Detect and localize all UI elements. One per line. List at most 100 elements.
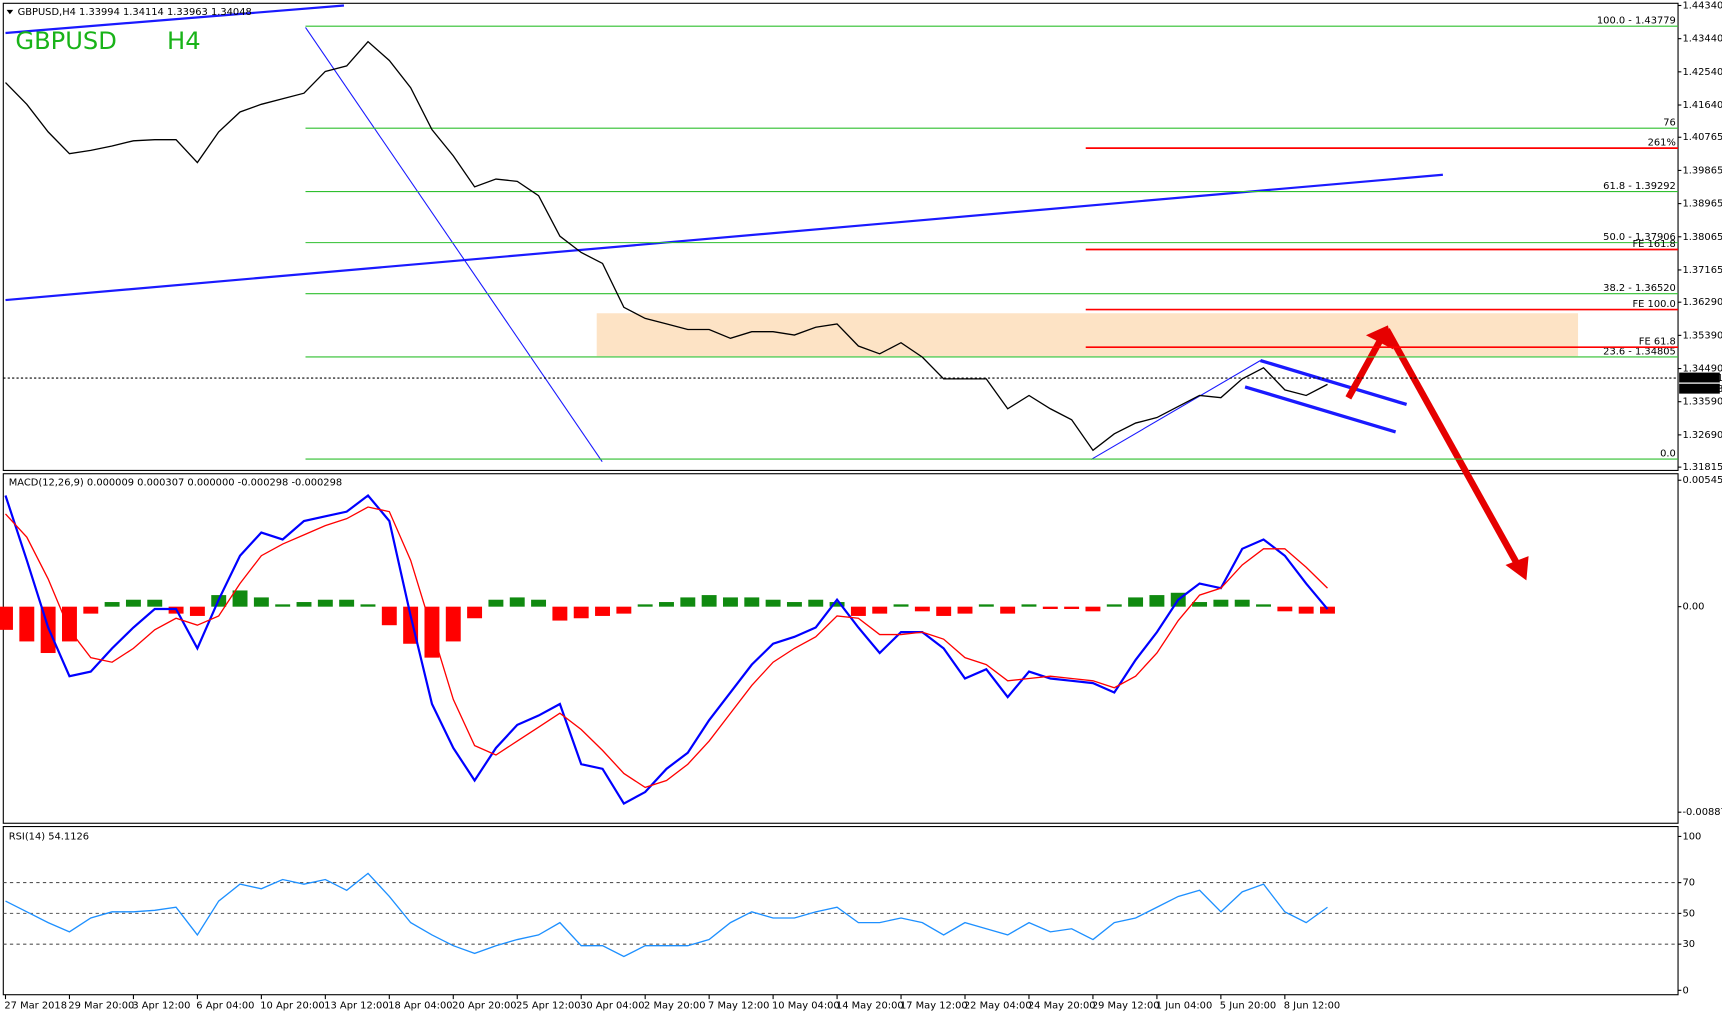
level-label: FE 100.0 xyxy=(1633,299,1676,310)
trendline xyxy=(1090,360,1261,460)
histogram-bar xyxy=(0,606,13,630)
macd-line xyxy=(4,493,1329,806)
histogram-bar xyxy=(573,606,589,619)
histogram-bar xyxy=(189,606,205,616)
y-tick-label: 0.005457 xyxy=(1682,475,1722,486)
histogram-bar xyxy=(872,606,888,614)
y-tick-label: -0.00887 xyxy=(1682,807,1722,818)
arrow-down xyxy=(1383,328,1520,565)
histogram-bar xyxy=(381,606,397,626)
histogram-bar xyxy=(786,602,802,607)
trendline xyxy=(5,173,1443,302)
fib-anchor-line xyxy=(305,27,603,462)
histogram-bar xyxy=(1128,597,1144,607)
watermark-symbol: GBPUSD xyxy=(15,27,116,55)
y-tick-label: 1.37165 xyxy=(1682,265,1722,276)
rsi-frame xyxy=(2,826,1679,996)
histogram-bar xyxy=(445,606,461,642)
histogram-bar xyxy=(19,606,35,642)
trendlines xyxy=(5,4,1443,462)
price-box xyxy=(1679,383,1720,394)
x-tick-label: 8 Jun 12:00 xyxy=(1284,1001,1340,1012)
histogram-bar xyxy=(914,606,930,612)
histogram-bar xyxy=(83,606,99,614)
y-tick-label: 50 xyxy=(1682,908,1695,919)
series-line xyxy=(5,872,1328,958)
x-tick-label: 29 May 12:00 xyxy=(1092,1001,1160,1012)
y-tick-label: 1.44340 xyxy=(1682,0,1722,11)
macd-frame xyxy=(2,473,1679,824)
histogram-bar xyxy=(829,602,845,607)
trendline xyxy=(5,4,345,35)
y-tick-label: 0.00 xyxy=(1682,602,1704,613)
histogram-bar xyxy=(61,606,77,642)
histogram-bar xyxy=(531,599,547,607)
y-tick-label: 1.35390 xyxy=(1682,330,1722,341)
histogram-bar xyxy=(1298,606,1314,614)
histogram-bar xyxy=(893,604,909,607)
x-tick-label: 25 Apr 12:00 xyxy=(516,1001,580,1012)
level-label: 23.6 - 1.34805 xyxy=(1603,346,1676,357)
y-tick-label: 1.38065 xyxy=(1682,232,1722,243)
histogram-bar xyxy=(637,604,653,607)
level-label: 100.0 - 1.43779 xyxy=(1597,16,1676,27)
histogram-bar xyxy=(360,604,376,607)
y-tick-label: 0 xyxy=(1682,985,1688,996)
histogram-bar xyxy=(467,606,483,619)
histogram-bar xyxy=(1149,595,1165,607)
histogram-bar xyxy=(595,606,610,616)
histogram-bar xyxy=(488,599,504,607)
price-marker-label: 1.34048 xyxy=(1682,384,1722,395)
histogram-bar xyxy=(552,606,568,621)
y-tick-label: 1.31815 xyxy=(1682,462,1722,473)
x-tick-label: 20 Apr 20:00 xyxy=(452,1001,516,1012)
x-tick-label: 30 Apr 04:00 xyxy=(580,1001,644,1012)
level-label: 38.2 - 1.36520 xyxy=(1603,283,1676,294)
y-tick-label: 70 xyxy=(1682,878,1695,889)
histogram-bar xyxy=(808,599,824,607)
histogram-bar xyxy=(1277,606,1293,612)
y-tick-label: 1.38965 xyxy=(1682,199,1722,210)
x-tick-label: 17 May 12:00 xyxy=(900,1001,968,1012)
histogram-bar xyxy=(680,597,696,607)
channel-line xyxy=(1259,358,1408,407)
level-label: 76 xyxy=(1663,118,1676,129)
menu-icon[interactable] xyxy=(6,9,14,15)
histogram-bar xyxy=(1256,604,1271,607)
x-tick-label: 6 Apr 04:00 xyxy=(196,1001,254,1012)
histogram-bar xyxy=(659,602,674,607)
x-tick-label: 24 May 20:00 xyxy=(1028,1001,1096,1012)
histogram-bar xyxy=(978,604,994,607)
y-tick-label: 30 xyxy=(1682,939,1695,950)
y-tick-label: 1.40765 xyxy=(1682,132,1722,143)
y-tick-label: 1.32690 xyxy=(1682,430,1722,441)
histogram-bar xyxy=(744,597,760,607)
level-label: FE 61.8 xyxy=(1639,337,1676,348)
level-label: 50.0 - 1.37906 xyxy=(1603,232,1676,243)
histogram-bar xyxy=(296,602,312,607)
series-line xyxy=(5,40,1328,452)
histogram-bar xyxy=(1213,599,1229,607)
histogram-bar xyxy=(1192,602,1208,607)
y-tick-label: 1.33590 xyxy=(1682,397,1722,408)
y-tick-label: 1.43440 xyxy=(1682,34,1722,45)
histogram-bar xyxy=(957,606,973,614)
histogram-bar xyxy=(1000,606,1016,614)
x-tick-label: 1 Jun 04:00 xyxy=(1156,1001,1212,1012)
channel-line xyxy=(1244,385,1397,434)
x-tick-label: 18 Apr 04:00 xyxy=(388,1001,452,1012)
histogram-bar xyxy=(104,602,120,607)
histogram-bar xyxy=(722,597,738,607)
histogram-bar xyxy=(1085,606,1101,612)
histogram-bar xyxy=(339,599,355,607)
histogram-bar xyxy=(765,599,781,607)
x-tick-label: 13 Apr 12:00 xyxy=(324,1001,388,1012)
y-tick-label: 1.42540 xyxy=(1682,67,1722,78)
supply-zone xyxy=(596,313,1579,357)
x-tick-label: 27 Mar 2018 xyxy=(4,1001,67,1012)
y-tick-label: 1.36290 xyxy=(1682,297,1722,308)
price-box xyxy=(1679,372,1720,383)
y-tick-label: 1.41640 xyxy=(1682,100,1722,111)
x-tick-label: 7 May 12:00 xyxy=(708,1001,769,1012)
